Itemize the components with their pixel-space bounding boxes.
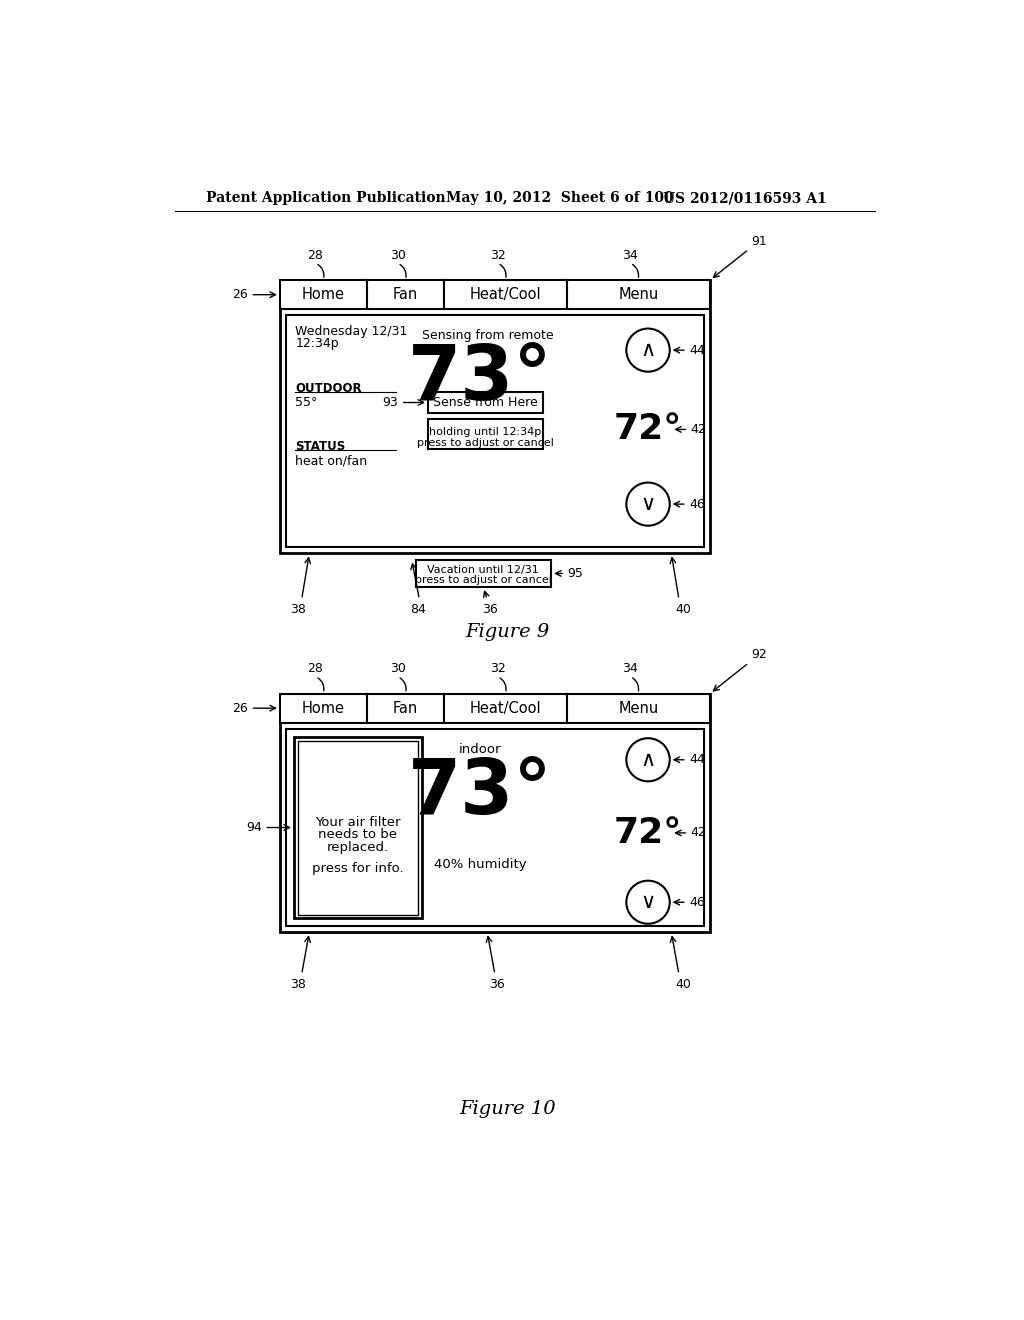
Text: 40% humidity: 40% humidity [433,858,526,871]
Text: 32: 32 [489,663,506,675]
Circle shape [627,880,670,924]
Bar [444,693,566,723]
Text: 91: 91 [751,235,767,248]
Text: Sense from Here: Sense from Here [433,396,538,409]
Text: press for info.: press for info. [312,862,403,875]
Text: Figure 10: Figure 10 [460,1101,556,1118]
Text: ∧: ∧ [640,750,655,770]
Bar [428,392,543,413]
Text: 36: 36 [481,603,498,615]
Text: 30: 30 [390,248,406,261]
Text: Home: Home [302,288,345,302]
Bar [280,693,367,723]
Text: 73°: 73° [408,756,552,830]
Text: Patent Application Publication: Patent Application Publication [206,191,445,206]
Text: 36: 36 [489,978,505,991]
Text: Fan: Fan [393,288,418,302]
Text: Menu: Menu [618,701,658,715]
Text: 38: 38 [290,603,305,615]
Circle shape [627,738,670,781]
Bar [566,280,710,309]
Text: Figure 9: Figure 9 [466,623,550,642]
Text: 12:34p: 12:34p [295,337,339,350]
Text: 92: 92 [751,648,767,661]
Text: ∧: ∧ [640,341,655,360]
Text: 95: 95 [567,566,584,579]
Text: 72°: 72° [614,412,682,446]
Text: 40: 40 [675,978,691,991]
Text: US 2012/0116593 A1: US 2012/0116593 A1 [663,191,826,206]
Bar [367,693,444,723]
Bar [444,280,566,309]
Text: 42: 42 [690,826,707,840]
Text: 93: 93 [383,396,398,409]
Circle shape [627,483,670,525]
Text: press to adjust or cancel: press to adjust or cancel [417,437,554,447]
Text: 32: 32 [489,248,506,261]
Bar [286,729,703,927]
Text: Vacation until 12/31: Vacation until 12/31 [427,565,540,574]
Text: 34: 34 [623,248,638,261]
Text: 40: 40 [675,603,691,615]
Bar [286,315,703,548]
Text: OUTDOOR: OUTDOOR [295,383,362,396]
Text: Heat/Cool: Heat/Cool [470,701,542,715]
Circle shape [627,329,670,372]
Text: 44: 44 [689,343,705,356]
Text: 26: 26 [232,702,248,714]
Text: 55°: 55° [295,396,317,409]
Text: Fan: Fan [393,701,418,715]
Text: indoor: indoor [459,743,501,756]
Text: replaced.: replaced. [327,841,389,854]
Text: 30: 30 [390,663,406,675]
Text: Your air filter: Your air filter [315,816,400,829]
Text: Heat/Cool: Heat/Cool [470,288,542,302]
Text: Home: Home [302,701,345,715]
Text: 34: 34 [623,663,638,675]
Text: 38: 38 [290,978,305,991]
Bar [566,693,710,723]
Text: 26: 26 [232,288,248,301]
Text: 42: 42 [690,422,707,436]
Text: Wednesday 12/31: Wednesday 12/31 [295,325,408,338]
Text: Sensing from remote: Sensing from remote [422,329,553,342]
Text: 72°: 72° [614,816,682,850]
Text: 28: 28 [307,663,324,675]
Text: press to adjust or cancel: press to adjust or cancel [415,576,552,585]
Bar [294,737,422,919]
Text: 46: 46 [689,498,705,511]
Text: ∨: ∨ [640,892,655,912]
Text: heat on/fan: heat on/fan [295,454,368,467]
Text: 28: 28 [307,248,324,261]
Text: 44: 44 [689,754,705,767]
Text: Menu: Menu [618,288,658,302]
Bar [428,420,543,449]
Bar [416,560,551,587]
Text: STATUS: STATUS [295,441,346,453]
Text: 84: 84 [410,603,426,615]
Bar [367,280,444,309]
Bar [280,280,367,309]
Text: 46: 46 [689,896,705,908]
Text: holding until 12:34p: holding until 12:34p [429,426,542,437]
Bar [298,741,418,915]
Text: 94: 94 [247,821,262,834]
Text: May 10, 2012  Sheet 6 of 100: May 10, 2012 Sheet 6 of 100 [445,191,674,206]
Bar [280,693,710,932]
Text: ∨: ∨ [640,494,655,513]
Text: needs to be: needs to be [318,829,397,841]
Text: 73°: 73° [408,342,552,416]
Bar [280,280,710,553]
